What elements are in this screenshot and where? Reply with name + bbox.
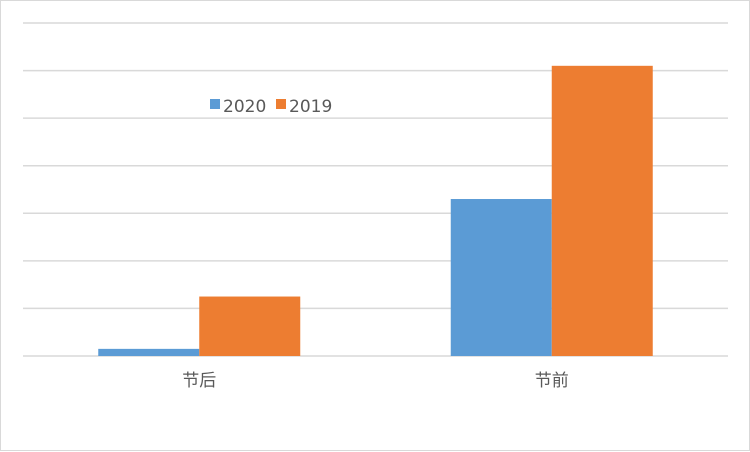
legend-label-2019: 2019	[289, 97, 332, 117]
x-tick-label: 节前	[535, 371, 569, 391]
bar-2020-2	[450, 199, 552, 356]
legend-swatch-2020	[210, 99, 220, 109]
legend-label-2020: 2020	[223, 97, 266, 117]
bar-2019-2	[551, 65, 653, 357]
legend-swatch-2019	[276, 99, 286, 109]
bar-2020-1	[98, 348, 200, 356]
x-tick-label: 节后	[182, 371, 216, 391]
bar-2019-1	[199, 296, 301, 356]
